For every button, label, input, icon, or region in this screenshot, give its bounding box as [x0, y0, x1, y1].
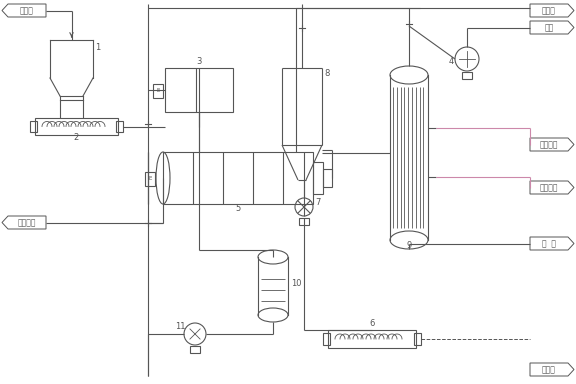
Text: 4: 4 — [449, 57, 454, 66]
Text: 饱和蒸汽: 饱和蒸汽 — [18, 218, 36, 227]
Text: 9: 9 — [407, 241, 412, 250]
Bar — [323, 169, 332, 187]
Text: 凝结水: 凝结水 — [542, 6, 556, 15]
Bar — [313, 162, 323, 194]
Text: 冷却进水: 冷却进水 — [540, 183, 558, 192]
Text: 3: 3 — [196, 57, 202, 66]
Bar — [328, 330, 416, 348]
Text: 10: 10 — [291, 279, 301, 288]
Bar — [30, 121, 37, 132]
Text: 8: 8 — [324, 69, 329, 78]
Text: 5: 5 — [236, 204, 241, 213]
Text: E: E — [148, 177, 151, 182]
Bar — [145, 172, 155, 186]
Bar — [462, 72, 472, 79]
Text: E: E — [156, 88, 160, 93]
Text: 湿污泥: 湿污泥 — [20, 6, 34, 15]
Bar — [323, 333, 330, 345]
Bar — [414, 333, 421, 345]
Bar — [190, 346, 200, 353]
Text: 污  水: 污 水 — [542, 239, 556, 248]
Bar — [35, 118, 118, 135]
Bar — [299, 218, 309, 225]
Bar — [153, 84, 163, 98]
Text: 干污泥: 干污泥 — [542, 365, 556, 374]
Text: 11: 11 — [175, 322, 185, 331]
Text: 2: 2 — [74, 133, 79, 142]
Bar — [165, 68, 233, 112]
Text: 冷却回水: 冷却回水 — [540, 140, 558, 149]
Bar — [116, 121, 123, 132]
Bar — [163, 152, 313, 204]
Text: 尾气: 尾气 — [544, 23, 554, 32]
Text: 1: 1 — [95, 43, 100, 52]
Text: 6: 6 — [369, 319, 374, 328]
Text: 7: 7 — [315, 198, 320, 207]
